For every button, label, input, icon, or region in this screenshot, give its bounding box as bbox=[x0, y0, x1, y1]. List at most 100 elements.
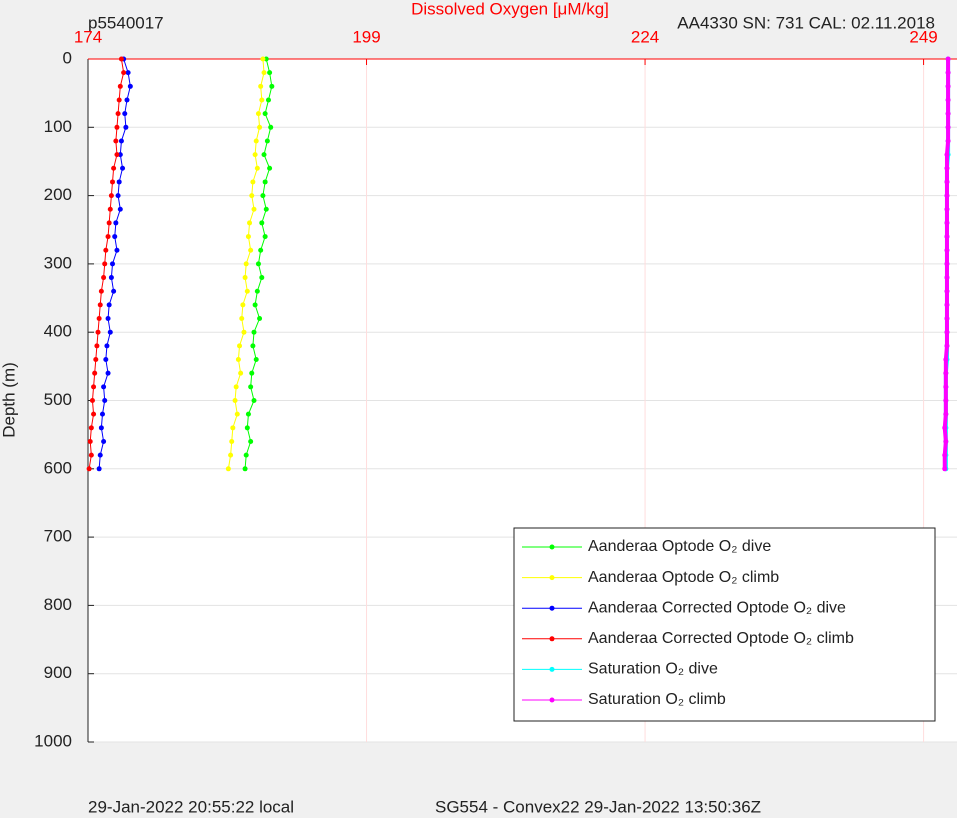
data-point bbox=[261, 152, 267, 158]
data-point bbox=[257, 316, 263, 322]
data-point bbox=[97, 452, 103, 458]
data-point bbox=[258, 83, 264, 89]
data-point bbox=[269, 83, 275, 89]
data-point bbox=[118, 138, 124, 144]
data-point bbox=[944, 275, 950, 281]
data-point bbox=[97, 302, 103, 308]
data-point bbox=[943, 398, 949, 403]
data-point bbox=[253, 138, 259, 144]
data-point bbox=[944, 206, 950, 212]
data-point bbox=[229, 438, 235, 444]
y-tick-label: 400 bbox=[44, 322, 72, 341]
data-point bbox=[245, 411, 251, 417]
data-point bbox=[117, 83, 123, 89]
y-tick-label: 800 bbox=[44, 595, 72, 614]
data-point bbox=[103, 247, 109, 253]
data-point bbox=[123, 124, 129, 130]
data-point bbox=[262, 234, 268, 240]
data-point bbox=[91, 384, 97, 390]
data-point bbox=[95, 329, 101, 335]
data-point bbox=[254, 165, 260, 171]
data-point bbox=[102, 261, 108, 267]
legend-marker bbox=[549, 636, 555, 642]
data-point bbox=[261, 70, 267, 76]
data-point bbox=[250, 179, 256, 185]
footer-right: SG554 - Convex22 29-Jan-2022 13:50:36Z bbox=[435, 797, 761, 816]
y-tick-label: 500 bbox=[44, 390, 72, 409]
legend-label: Aanderaa Optode O₂ dive bbox=[588, 538, 771, 555]
data-point bbox=[945, 97, 951, 103]
data-point bbox=[115, 111, 121, 117]
data-point bbox=[250, 343, 256, 349]
data-point bbox=[257, 124, 263, 130]
data-point bbox=[240, 302, 246, 308]
data-point bbox=[93, 357, 99, 363]
data-point bbox=[102, 398, 108, 403]
data-point bbox=[103, 357, 109, 363]
data-point bbox=[245, 234, 251, 240]
legend-marker bbox=[549, 605, 555, 611]
data-point bbox=[260, 193, 266, 199]
legend-label: Saturation O₂ dive bbox=[588, 661, 718, 678]
data-point bbox=[94, 343, 100, 349]
y-tick-label: 700 bbox=[44, 527, 72, 546]
data-point bbox=[268, 124, 274, 130]
data-point bbox=[944, 343, 950, 349]
data-point bbox=[87, 438, 93, 444]
chart-title: Dissolved Oxygen [μM/kg] bbox=[411, 0, 609, 18]
data-point bbox=[110, 179, 116, 185]
footer-left: 29-Jan-2022 20:55:22 local bbox=[88, 797, 294, 816]
data-point bbox=[96, 316, 102, 322]
data-point bbox=[115, 193, 121, 199]
data-point bbox=[242, 275, 248, 281]
data-point bbox=[225, 466, 231, 472]
data-point bbox=[241, 329, 247, 335]
data-point bbox=[242, 466, 248, 472]
data-point bbox=[944, 165, 950, 171]
data-point bbox=[121, 70, 127, 76]
data-point bbox=[110, 261, 116, 267]
data-point bbox=[118, 56, 124, 62]
data-point bbox=[120, 165, 126, 171]
data-point bbox=[101, 438, 107, 444]
data-point bbox=[263, 206, 269, 212]
data-point bbox=[244, 288, 250, 294]
legend-label: Aanderaa Corrected Optode O₂ climb bbox=[588, 630, 854, 647]
y-tick-label: 1000 bbox=[34, 731, 72, 750]
data-point bbox=[944, 193, 950, 199]
y-tick-label: 600 bbox=[44, 458, 72, 477]
data-point bbox=[259, 97, 265, 103]
data-point bbox=[254, 288, 260, 294]
data-point bbox=[253, 357, 259, 363]
data-point bbox=[248, 438, 254, 444]
data-point bbox=[943, 384, 949, 390]
data-point bbox=[255, 261, 261, 267]
data-point bbox=[98, 288, 104, 294]
data-point bbox=[124, 97, 130, 103]
data-point bbox=[230, 425, 236, 431]
data-point bbox=[251, 206, 257, 212]
data-point bbox=[944, 261, 950, 267]
data-point bbox=[252, 152, 258, 158]
x-tick-label: 249 bbox=[909, 27, 937, 46]
x-tick-label: 174 bbox=[74, 27, 102, 46]
data-point bbox=[260, 56, 266, 62]
data-point bbox=[265, 97, 271, 103]
data-point bbox=[945, 124, 951, 130]
data-point bbox=[105, 316, 111, 322]
data-point bbox=[248, 384, 254, 390]
y-axis-label: Depth (m) bbox=[0, 362, 18, 438]
data-point bbox=[232, 398, 238, 403]
y-tick-label: 0 bbox=[63, 48, 72, 67]
data-point bbox=[251, 329, 257, 335]
data-point bbox=[114, 247, 120, 253]
profile-id: p5540017 bbox=[88, 13, 164, 32]
data-point bbox=[944, 302, 950, 308]
data-point bbox=[249, 193, 255, 199]
data-point bbox=[111, 288, 117, 294]
data-point bbox=[943, 438, 949, 444]
legend-label: Aanderaa Optode O₂ climb bbox=[588, 569, 779, 586]
data-point bbox=[101, 384, 107, 390]
data-point bbox=[105, 370, 111, 376]
data-point bbox=[944, 234, 950, 240]
